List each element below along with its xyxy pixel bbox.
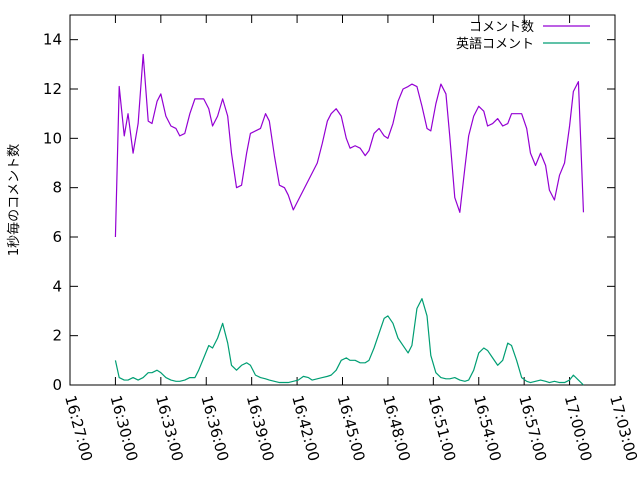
x-tick-label: 16:54:00 bbox=[470, 393, 505, 463]
x-tick-label: 16:39:00 bbox=[243, 393, 278, 463]
series-line-english-comment bbox=[114, 298, 584, 386]
x-axis: 16:27:00 16:30:00 16:33:00 16:36:00 16:39:00… bbox=[61, 15, 640, 463]
x-tick-label: 17:03:00 bbox=[606, 393, 640, 463]
x-tick-label: 16:51:00 bbox=[424, 393, 459, 463]
y-tick-label: 6 bbox=[52, 228, 62, 246]
x-tick-label: 16:42:00 bbox=[288, 393, 323, 463]
x-tick-label: 16:30:00 bbox=[107, 393, 142, 463]
plot-frame bbox=[69, 14, 616, 386]
x-tick-label: 16:45:00 bbox=[334, 393, 369, 463]
y-axis: 0 2 4 6 8 10 12 14 bbox=[43, 31, 615, 394]
x-tick-label: 16:33:00 bbox=[152, 393, 187, 463]
y-axis-label: 1秒毎のコメント数 bbox=[6, 144, 22, 256]
y-tick-label: 4 bbox=[52, 277, 62, 295]
y-tick-label: 14 bbox=[43, 31, 62, 49]
y-tick-label: 10 bbox=[43, 129, 62, 147]
legend-label: 英語コメント bbox=[456, 36, 534, 52]
series-line-comment-count bbox=[114, 53, 585, 238]
y-tick-label: 8 bbox=[52, 179, 62, 197]
y-tick-label: 0 bbox=[52, 376, 62, 394]
y-tick-label: 2 bbox=[52, 327, 62, 345]
x-tick-label: 17:00:00 bbox=[561, 393, 596, 463]
x-tick-label: 16:48:00 bbox=[379, 393, 414, 463]
plot-border bbox=[69, 14, 616, 386]
x-tick-label: 16:27:00 bbox=[61, 393, 96, 463]
x-tick-label: 16:36:00 bbox=[197, 393, 232, 463]
x-tick-label: 16:57:00 bbox=[515, 393, 550, 463]
y-tick-label: 12 bbox=[43, 80, 62, 98]
series-layer bbox=[114, 53, 585, 386]
legend-label: コメント数 bbox=[469, 20, 534, 35]
